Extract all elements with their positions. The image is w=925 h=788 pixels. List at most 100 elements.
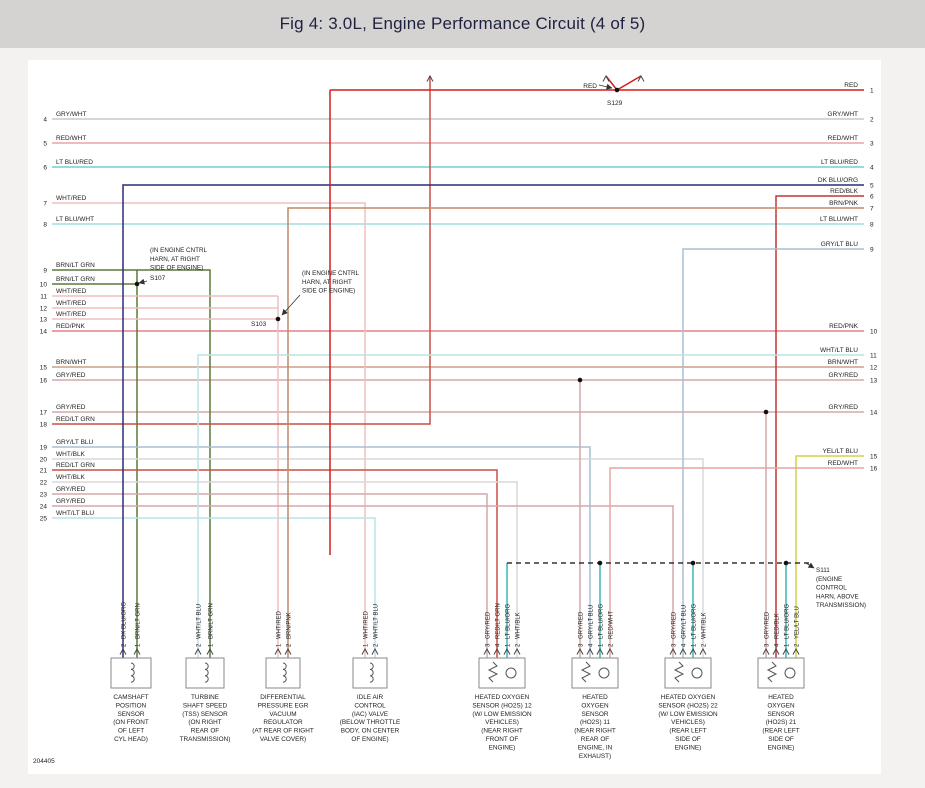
wire-color-label: WHT/LT BLU: [196, 604, 202, 639]
wire-l21-ho2s12-red-lt-grn: [52, 469, 498, 658]
ho2s-12-label: VEHICLES): [485, 719, 519, 726]
left-pin-number: 15: [40, 364, 48, 371]
right-pin-number: 9: [870, 246, 874, 253]
leader-line: [805, 562, 815, 569]
left-wire-label: LT BLU/RED: [56, 159, 93, 166]
right-wire-label: RED: [844, 82, 858, 89]
wire-color-label: GRY/LT BLU: [681, 605, 687, 639]
arrow-up-icon: [586, 647, 594, 655]
wire-color-label: GRY/RED: [671, 611, 677, 639]
coil-symbol: [204, 662, 209, 683]
pin-number: 1: [505, 643, 511, 647]
right-pin-number: 14: [870, 409, 878, 416]
splice-s103-label: S103: [251, 321, 267, 328]
wire-r15-ho2s21-yel-lt-blu: [795, 455, 864, 658]
ho2s-11-label: EXHAUST): [579, 753, 611, 760]
pin-number: 4: [588, 643, 594, 647]
ho2s-12-label: SENSOR (HO2S) 12: [472, 702, 532, 709]
ho2s-21-label: SIDE OF: [768, 736, 794, 743]
diagram-canvas: [28, 60, 881, 774]
pin-number: 2: [121, 643, 127, 647]
wire-color-label: LT BLU/ORG: [598, 604, 604, 639]
note-line: HARN, AT RIGHT: [302, 279, 352, 286]
iac-valve-label: CONTROL: [354, 702, 386, 709]
camshaft-position-sensor-label: CYL HEAD): [114, 736, 148, 743]
pin-number: 3: [764, 643, 770, 647]
note-line: HARN, ABOVE: [816, 593, 859, 600]
camshaft-position-sensor-label: POSITION: [116, 702, 147, 709]
heater-resistor-symbol: [766, 661, 778, 683]
wire-r16-ho2s11-red-wht: [609, 467, 864, 658]
wire-r5-camshaft-dk-blu-org: [122, 184, 864, 658]
arrow-up-icon: [493, 647, 501, 655]
right-pin-number: 5: [870, 182, 874, 189]
arrow-up-icon: [284, 647, 292, 655]
leader-line: [598, 83, 613, 90]
splice-s129-label: S129: [607, 100, 623, 107]
left-wire-label: WHT/BLK: [56, 474, 86, 481]
wire-l25-iac-wht-lt-blu: [52, 517, 376, 658]
junction-dot: [577, 377, 583, 383]
left-wire-label: GRY/LT BLU: [56, 439, 94, 446]
left-wire-label: GRY/RED: [56, 404, 86, 411]
heater-resistor-symbol: [673, 661, 685, 683]
left-pin-number: 13: [40, 316, 48, 323]
egr-vacuum-regulator-label: PRESSURE EGR: [258, 702, 309, 709]
left-wire-label: GRY/RED: [56, 498, 86, 505]
wire-color-label: YEL/LT BLU: [794, 606, 800, 639]
left-wire-label: WHT/LT BLU: [56, 510, 94, 517]
pin-number: 2: [196, 643, 202, 647]
right-pin-number: 10: [870, 328, 878, 335]
arrow-up-icon: [503, 647, 511, 655]
coil-symbol: [282, 662, 287, 683]
left-pin-number: 16: [40, 377, 48, 384]
arrow-up-icon: [596, 647, 604, 655]
figure-code: 204405: [33, 758, 55, 765]
iac-valve-label: (BELOW THROTTLE: [340, 719, 401, 726]
pin-number: 4: [495, 643, 501, 647]
arrow-up-icon: [133, 647, 141, 655]
junction-dot: [134, 281, 140, 287]
right-wire-label: RED/PNK: [829, 323, 859, 330]
wire-color-label: WHT/RED: [276, 610, 282, 639]
right-pin-number: 3: [870, 140, 874, 147]
wire-color-label: WHT/LT BLU: [373, 604, 379, 639]
arrow-up-icon: [206, 647, 214, 655]
ho2s-11-label: ENGINE, IN: [578, 744, 613, 751]
right-wire-label: BRN/WHT: [828, 359, 858, 366]
ho2s-12-label: ENGINE): [489, 744, 516, 751]
tss-sensor-label: (TSS) SENSOR: [182, 711, 228, 718]
left-pin-number: 14: [40, 328, 48, 335]
pin-number: 1: [784, 643, 790, 647]
ho2s-12-label: (W/ LOW EMISSION: [472, 711, 532, 718]
wire-color-label: RED/WHT: [608, 611, 614, 639]
arrow-up-icon: [274, 647, 282, 655]
sensor-element-symbol: [505, 667, 517, 679]
right-pin-number: 2: [870, 116, 874, 123]
iac-valve-label: OF ENGINE): [351, 736, 388, 743]
ho2s-21-label: (HO2S) 21: [766, 719, 797, 726]
title-bar: Fig 4: 3.0L, Engine Performance Circuit …: [0, 0, 925, 48]
coil-symbol: [130, 662, 135, 683]
wire-color-label: GRY/LT BLU: [588, 605, 594, 639]
left-pin-number: 11: [40, 293, 47, 300]
arrow-up-icon: [637, 74, 645, 82]
wire-color-label: RED/BLK: [774, 613, 780, 639]
wire-l20-ho2s22-wht-blk: [52, 458, 704, 658]
arrow-up-icon: [602, 74, 610, 82]
ho2s-22-connector: [664, 657, 712, 689]
wire-l22-ho2s12-wht-blk: [52, 481, 518, 658]
wire-color-label: RED/LT GRN: [495, 603, 501, 639]
ho2s-21-label: SENSOR: [768, 711, 795, 718]
note-line: TRANSMISSION): [816, 602, 866, 609]
right-wire-label: LT BLU/RED: [821, 159, 858, 166]
ho2s-22-label: SIDE OF: [675, 736, 701, 743]
right-pin-number: 8: [870, 221, 874, 228]
left-wire-label: WHT/RED: [56, 288, 87, 295]
wire-color-label: GRY/RED: [764, 611, 770, 639]
left-wire-label: GRY/WHT: [56, 111, 87, 118]
arrow-up-icon: [513, 647, 521, 655]
ho2s-22-label: HEATED OXYGEN: [661, 694, 716, 701]
wire-color-label: WHT/BLK: [515, 612, 521, 639]
